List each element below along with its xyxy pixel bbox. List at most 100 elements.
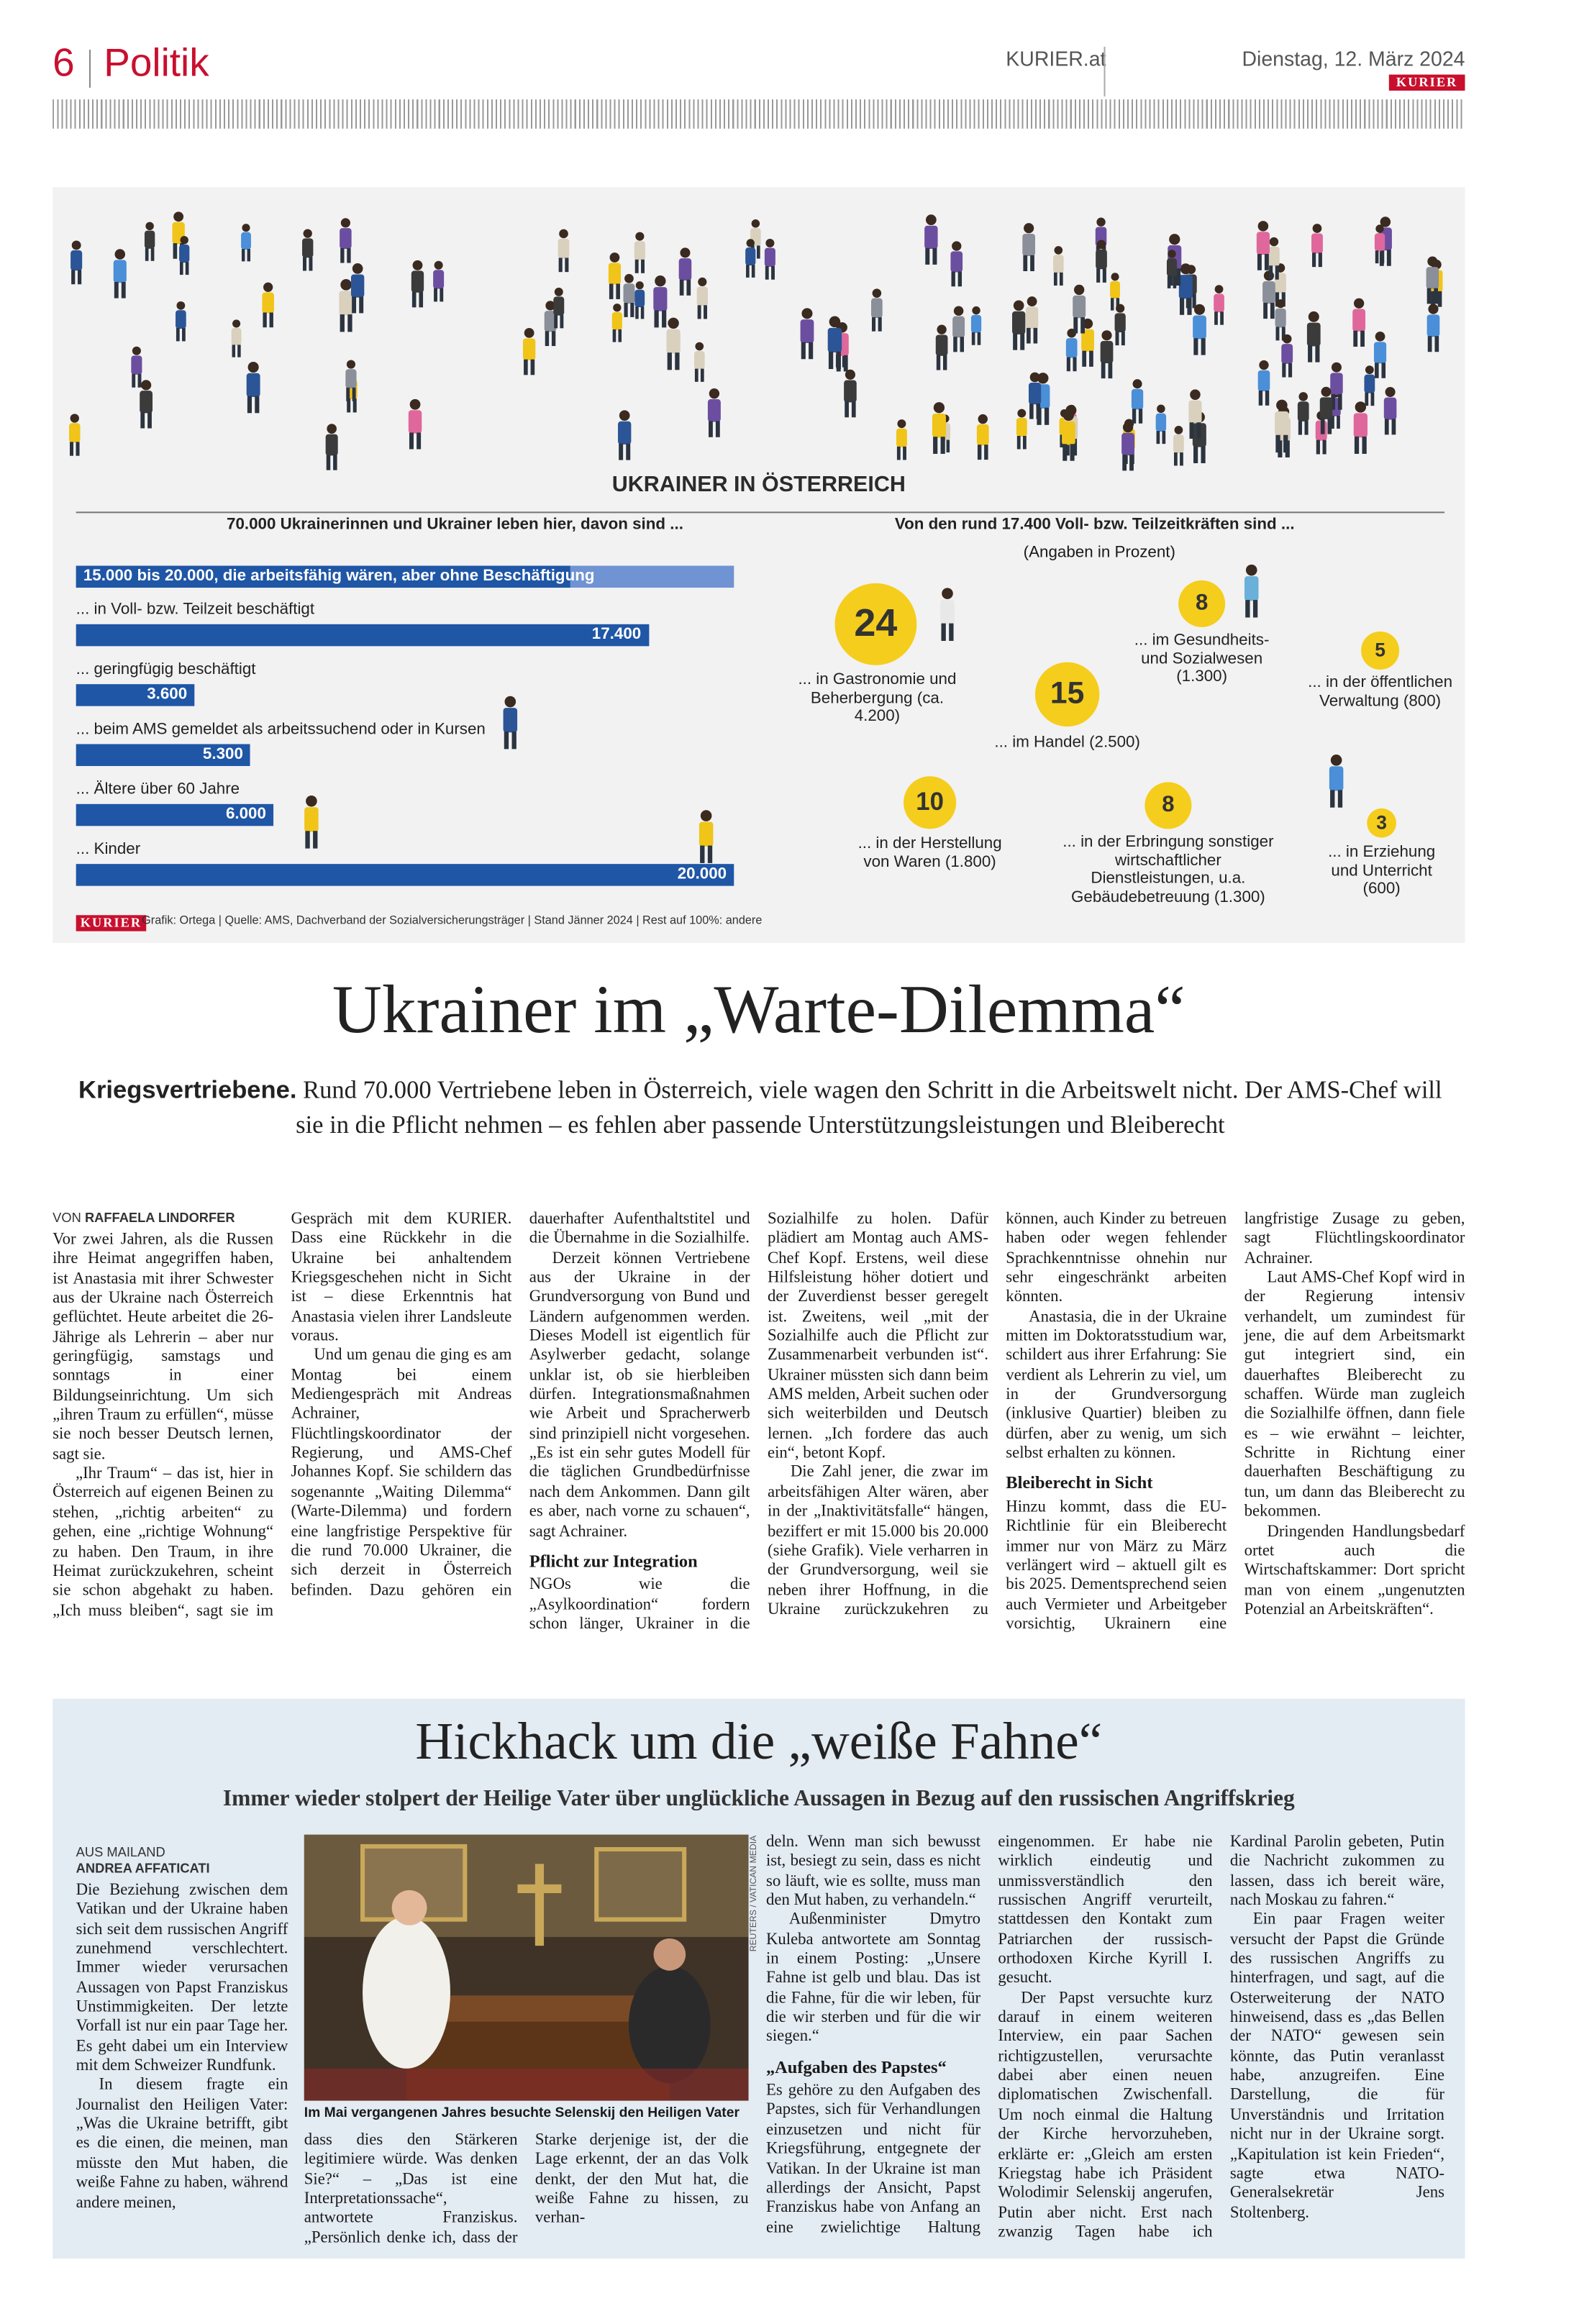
figure-head bbox=[746, 239, 755, 247]
figure-head bbox=[412, 260, 423, 270]
figure-leg bbox=[1101, 362, 1106, 379]
figure-body bbox=[241, 232, 251, 250]
figure-body bbox=[1262, 281, 1275, 304]
figure-head bbox=[1194, 304, 1206, 315]
sector-label: ... in der Herstellung von Waren (1.800) bbox=[857, 834, 1002, 871]
right-heading: Von den rund 17.400 Voll- bzw. Teilzeitk… bbox=[894, 516, 1295, 534]
figure-head bbox=[1259, 360, 1269, 370]
figure-leg bbox=[76, 442, 80, 456]
figure-head bbox=[765, 239, 775, 248]
range-bar-label: 15.000 bis 20.000, die arbeitsfähig wäre… bbox=[83, 567, 595, 585]
figure-head bbox=[1116, 304, 1125, 313]
paragraph: Und um genau die ging es am Montag bei e… bbox=[291, 1210, 750, 1599]
figure-head bbox=[1174, 425, 1183, 434]
figure-head bbox=[972, 306, 980, 315]
bar bbox=[76, 684, 195, 706]
photo-credit: REUTERS / VATICAN MEDIA bbox=[750, 1835, 759, 1952]
figure-leg bbox=[1337, 415, 1340, 429]
headline: Ukrainer im „Warte-Dilemma“ bbox=[332, 972, 1186, 1049]
figure-head bbox=[751, 219, 760, 228]
figure-body bbox=[1178, 275, 1193, 299]
paragraph: Dringenden Handlungsbedarf ortet auch di… bbox=[1244, 1522, 1465, 1618]
figure-leg bbox=[417, 432, 422, 450]
figure-body bbox=[1016, 417, 1027, 437]
figure-leg bbox=[1263, 302, 1268, 319]
figure-body bbox=[503, 708, 518, 733]
figure-leg bbox=[352, 398, 357, 413]
figure-leg bbox=[936, 355, 941, 370]
source: Grafik: Ortega | Quelle: AMS, Dachverban… bbox=[142, 913, 763, 927]
figure-leg bbox=[1275, 265, 1279, 280]
figure-body bbox=[1275, 411, 1289, 436]
deck-text: Rund 70.000 Vertriebene leben in Österre… bbox=[296, 1075, 1442, 1139]
figure-body bbox=[1281, 344, 1293, 364]
figure-head bbox=[619, 410, 630, 421]
figure-leg bbox=[1337, 790, 1343, 808]
sector-bubble: 3 bbox=[1367, 808, 1396, 838]
sector-label: ... in der öffentlichen Verwaltung (800) bbox=[1308, 673, 1453, 710]
separator bbox=[88, 50, 91, 88]
figure-leg bbox=[137, 373, 142, 388]
figure-head bbox=[1321, 386, 1332, 397]
figure-leg bbox=[679, 279, 684, 296]
figure-leg bbox=[1330, 790, 1335, 808]
figure-head bbox=[340, 279, 352, 291]
figure-head bbox=[1029, 372, 1040, 383]
figure-leg bbox=[694, 368, 699, 382]
figure-head bbox=[1312, 224, 1322, 233]
figure-leg bbox=[709, 421, 713, 437]
figure-head bbox=[1331, 362, 1342, 373]
figure-leg bbox=[524, 359, 528, 375]
figure-body bbox=[1121, 432, 1135, 456]
paragraph: Derzeit können Vertriebene aus der Ukrai… bbox=[529, 1249, 750, 1541]
figure-leg bbox=[545, 331, 550, 347]
infographic-title: UKRAINER IN ÖSTERREICH bbox=[611, 472, 906, 498]
figure-leg bbox=[1381, 363, 1386, 378]
figure-leg bbox=[1016, 435, 1021, 450]
author: RAFFAELA LINDORFER bbox=[84, 1210, 235, 1226]
article-box bbox=[53, 1698, 1465, 2259]
figure-leg bbox=[150, 247, 155, 261]
figure-leg bbox=[667, 352, 672, 370]
figure-head bbox=[1282, 334, 1292, 344]
decor-figures bbox=[304, 564, 1344, 863]
figure-head bbox=[71, 240, 81, 250]
paragraph: dass dies den Stärkeren legitimiere würd… bbox=[304, 2131, 749, 2247]
figure-leg bbox=[618, 329, 622, 342]
figure-head bbox=[937, 324, 947, 334]
figure-leg bbox=[977, 445, 982, 460]
figure-head bbox=[1276, 399, 1288, 411]
figure-leg bbox=[1089, 350, 1093, 367]
figure-leg bbox=[1257, 253, 1262, 270]
paragraph: Vor zwei Jahren, als die Russen ihre Hei… bbox=[53, 1231, 274, 1463]
figure-body bbox=[140, 391, 153, 414]
figure-leg bbox=[179, 262, 183, 275]
figure-head bbox=[1073, 284, 1085, 296]
figure-leg bbox=[504, 732, 509, 749]
figure-head bbox=[340, 218, 350, 228]
figure-body bbox=[1081, 329, 1094, 352]
figure-leg bbox=[1316, 439, 1320, 455]
figure-body bbox=[1155, 413, 1167, 432]
figure-leg bbox=[1275, 327, 1280, 341]
figure-leg bbox=[176, 328, 180, 342]
figure-head bbox=[1355, 401, 1367, 413]
figure-leg bbox=[626, 443, 631, 460]
figure-leg bbox=[1365, 392, 1369, 406]
figure-leg bbox=[1282, 363, 1286, 378]
bar-value: 3.600 bbox=[147, 685, 188, 703]
figure-leg bbox=[756, 245, 760, 259]
figure-head bbox=[635, 281, 644, 290]
article-body: VON RAFFAELA LINDORFER Vor zwei Jahren, … bbox=[53, 1211, 1465, 1635]
figure-leg bbox=[1070, 444, 1075, 461]
figure-body bbox=[350, 274, 365, 298]
bar-label: ... beim AMS gemeldet als arbeitssuchend… bbox=[76, 720, 486, 739]
figure-leg bbox=[1192, 293, 1196, 309]
figure-leg bbox=[933, 437, 938, 454]
figure-leg bbox=[346, 387, 350, 401]
figure-leg bbox=[511, 732, 517, 749]
subhead: „Aufgaben des Papstes“ bbox=[765, 2056, 947, 2077]
photo bbox=[304, 1834, 749, 2101]
figure-head bbox=[1062, 410, 1074, 421]
figure-leg bbox=[1138, 409, 1143, 424]
